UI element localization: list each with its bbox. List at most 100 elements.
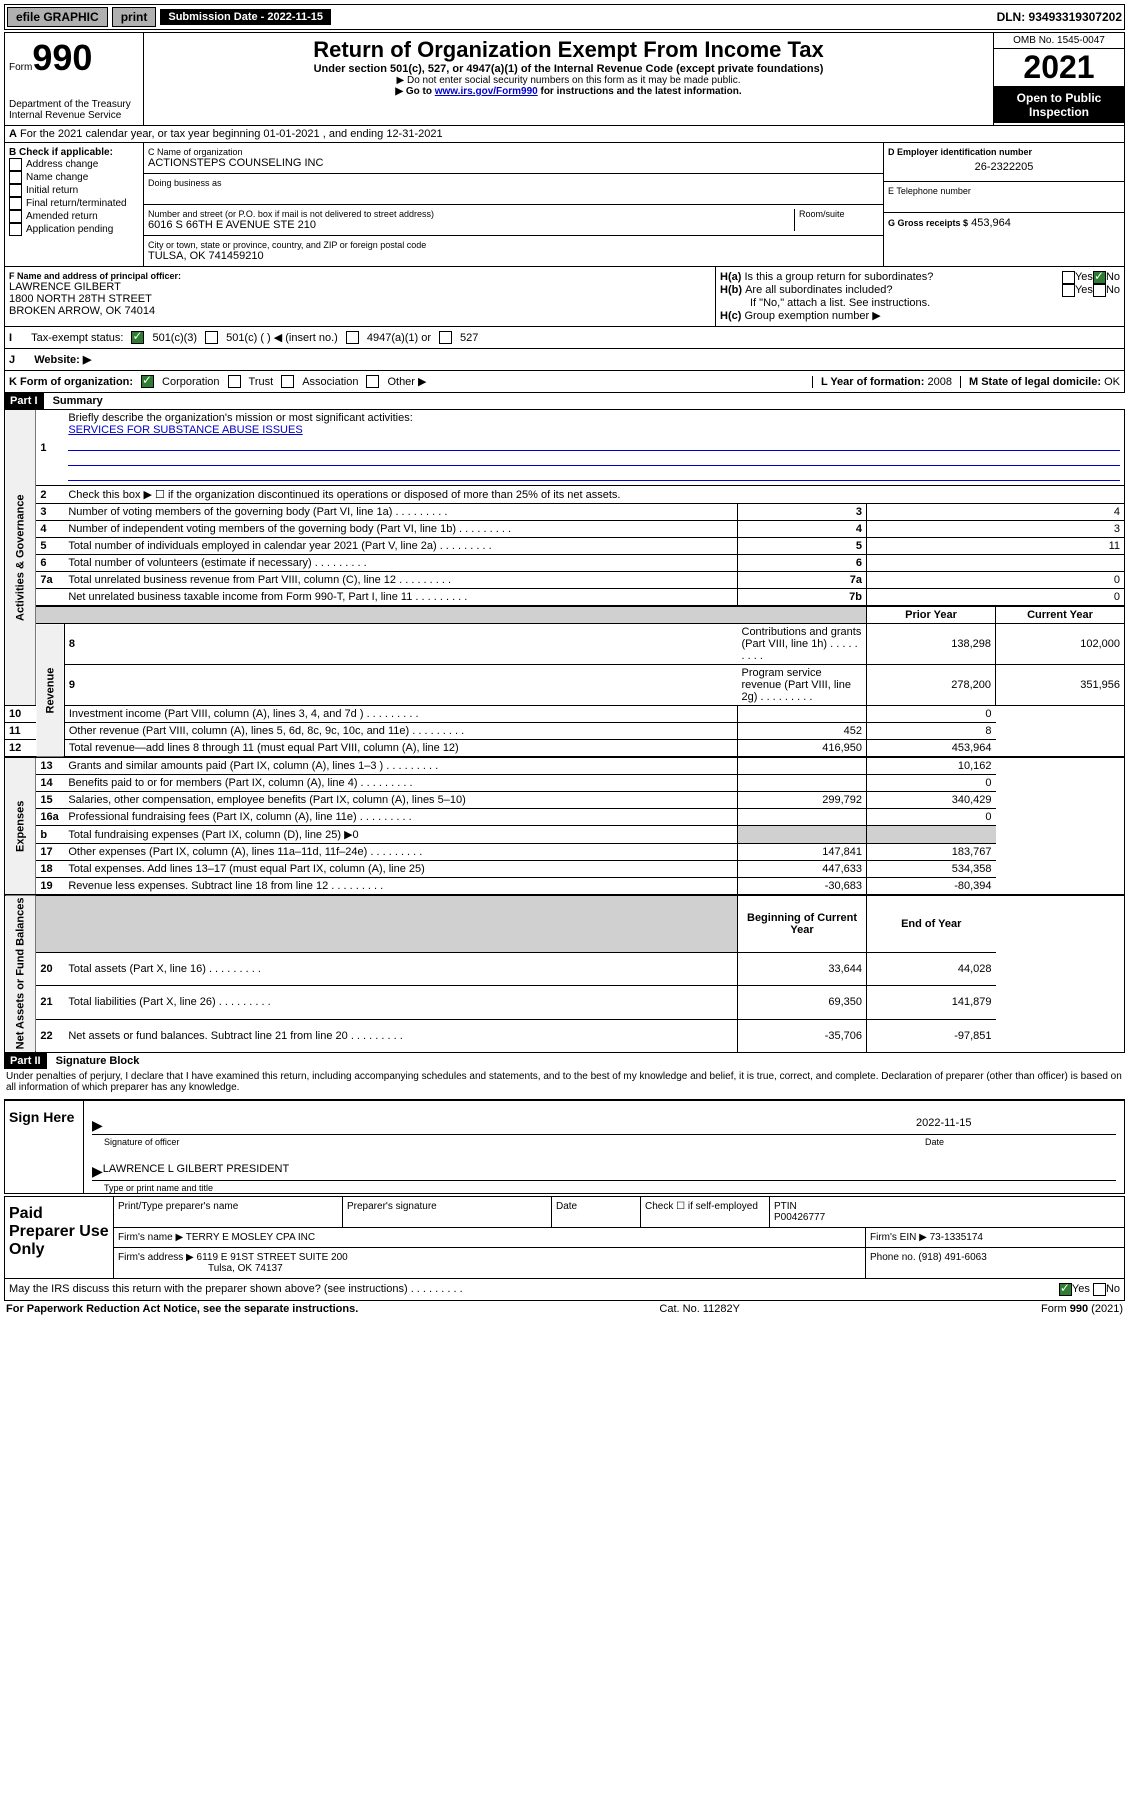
checkbox-501c3[interactable] (131, 331, 144, 344)
checkbox-discuss-no[interactable] (1093, 1283, 1106, 1296)
checkbox-name-change[interactable] (9, 171, 22, 184)
form-subtitle: Under section 501(c), 527, or 4947(a)(1)… (148, 63, 989, 75)
form-note-1: ▶ Do not enter social security numbers o… (148, 75, 989, 86)
checkbox-hb-no[interactable] (1093, 284, 1106, 297)
checkbox-527[interactable] (439, 331, 452, 344)
website-label: Website: ▶ (34, 353, 91, 366)
mission-text: SERVICES FOR SUBSTANCE ABUSE ISSUES (68, 424, 302, 436)
ein-label: D Employer identification number (888, 147, 1120, 157)
dba-label: Doing business as (148, 178, 879, 188)
street-label: Number and street (or P.O. box if mail i… (148, 209, 794, 219)
ptin-value: P00426777 (774, 1212, 825, 1223)
firm-addr1: 6119 E 91ST STREET SUITE 200 (197, 1252, 348, 1263)
part-2: Part II Signature Block (4, 1053, 1125, 1069)
city-value: TULSA, OK 741459210 (148, 250, 879, 262)
form-header: Form990 Department of the Treasury Inter… (4, 32, 1125, 126)
col-current: Current Year (996, 606, 1125, 624)
part1-title: Summary (47, 393, 109, 409)
form-number: 990 (32, 37, 92, 78)
state-domicile: OK (1104, 376, 1120, 388)
submission-date: Submission Date - 2022-11-15 (160, 9, 331, 25)
footer-cat: Cat. No. 11282Y (659, 1303, 740, 1315)
checkbox-amended[interactable] (9, 210, 22, 223)
officer-sig-name: LAWRENCE L GILBERT PRESIDENT (103, 1163, 289, 1180)
form-note-2: ▶ Go to www.irs.gov/Form990 for instruct… (148, 86, 989, 97)
q2-text: Check this box ▶ ☐ if the organization d… (64, 486, 1124, 504)
checkbox-ha-no[interactable] (1093, 271, 1106, 284)
label-expenses: Expenses (5, 757, 36, 895)
firm-name: TERRY E MOSLEY CPA INC (186, 1232, 315, 1243)
tax-year: 2021 (994, 49, 1124, 87)
efile-button[interactable]: efile GRAPHIC (7, 7, 108, 27)
firm-ein: 73-1335174 (930, 1232, 983, 1243)
street-value: 6016 S 66TH E AVENUE STE 210 (148, 219, 794, 231)
declaration-text: Under penalties of perjury, I declare th… (4, 1069, 1125, 1095)
summary-table: Activities & Governance 1 Briefly descri… (4, 409, 1125, 1053)
page-footer: For Paperwork Reduction Act Notice, see … (4, 1301, 1125, 1317)
phone-label-e: E Telephone number (888, 186, 1120, 196)
irs-link[interactable]: www.irs.gov/Form990 (435, 86, 538, 97)
officer-city: BROKEN ARROW, OK 74014 (9, 305, 711, 317)
col-end: End of Year (867, 895, 996, 953)
dln-label: DLN: 93493319307202 (997, 10, 1122, 24)
checkbox-assoc[interactable] (281, 375, 294, 388)
checkbox-corp[interactable] (141, 375, 154, 388)
checkbox-hb-yes[interactable] (1062, 284, 1075, 297)
signature-block: Sign Here ▶2022-11-15 Signature of offic… (4, 1099, 1125, 1194)
print-button[interactable]: print (112, 7, 157, 27)
part2-title: Signature Block (50, 1053, 146, 1069)
checkbox-initial-return[interactable] (9, 184, 22, 197)
officer-name: LAWRENCE GILBERT (9, 281, 711, 293)
org-name-label: C Name of organization (148, 147, 879, 157)
checkbox-discuss-yes[interactable] (1059, 1283, 1072, 1296)
part2-header: Part II (4, 1053, 47, 1069)
tax-exempt-label: Tax-exempt status: (31, 332, 123, 344)
room-label: Room/suite (799, 209, 879, 219)
form-org-label: K Form of organization: (9, 376, 133, 388)
firm-addr2: Tulsa, OK 74137 (208, 1263, 283, 1274)
label-revenue: Revenue (36, 624, 65, 758)
form-word: Form (9, 62, 32, 73)
org-name: ACTIONSTEPS COUNSELING INC (148, 157, 879, 169)
label-governance: Activities & Governance (5, 410, 36, 706)
part1-header: Part I (4, 393, 44, 409)
irs-label: Internal Revenue Service (9, 110, 139, 121)
checkbox-trust[interactable] (228, 375, 241, 388)
checkbox-ha-yes[interactable] (1062, 271, 1075, 284)
omb-number: OMB No. 1545-0047 (994, 33, 1124, 49)
checkbox-final-return[interactable] (9, 197, 22, 210)
dept-label: Department of the Treasury (9, 99, 139, 110)
paid-preparer-label: Paid Preparer Use Only (5, 1197, 114, 1278)
checkbox-501c[interactable] (205, 331, 218, 344)
officer-street: 1800 NORTH 28TH STREET (9, 293, 711, 305)
officer-label: F Name and address of principal officer: (9, 271, 711, 281)
row-a-period: A For the 2021 calendar year, or tax yea… (5, 126, 1124, 142)
col-begin: Beginning of Current Year (738, 895, 867, 953)
discuss-question: May the IRS discuss this return with the… (9, 1283, 1059, 1295)
label-net-assets: Net Assets or Fund Balances (5, 895, 36, 1052)
top-bar: efile GRAPHIC print Submission Date - 20… (4, 4, 1125, 30)
footer-right: Form 990 (2021) (1041, 1303, 1123, 1315)
checkbox-4947[interactable] (346, 331, 359, 344)
open-public-badge: Open to Public Inspection (994, 87, 1124, 123)
gross-receipts-value: 453,964 (971, 217, 1011, 229)
checkbox-pending[interactable] (9, 223, 22, 236)
ein-value: 26-2322205 (888, 157, 1120, 177)
year-formation: 2008 (928, 376, 952, 388)
col-b-checkboxes: B Check if applicable: Address change Na… (5, 143, 144, 266)
paid-preparer: Paid Preparer Use Only Print/Type prepar… (4, 1196, 1125, 1279)
city-label: City or town, state or province, country… (148, 240, 879, 250)
h-note: If "No," attach a list. See instructions… (720, 297, 1120, 309)
sign-here-label: Sign Here (5, 1101, 84, 1193)
col-prior: Prior Year (867, 606, 996, 624)
checkbox-other[interactable] (366, 375, 379, 388)
form-title: Return of Organization Exempt From Incom… (148, 37, 989, 63)
checkbox-address-change[interactable] (9, 158, 22, 171)
part-1: Part I Summary (4, 393, 1125, 409)
footer-left: For Paperwork Reduction Act Notice, see … (6, 1303, 358, 1315)
gross-receipts-label: G Gross receipts $ (888, 218, 968, 228)
section-a: A For the 2021 calendar year, or tax yea… (4, 126, 1125, 393)
firm-phone: (918) 491-6063 (918, 1252, 986, 1263)
sig-date: 2022-11-15 (916, 1117, 1116, 1134)
mission-label: Briefly describe the organization's miss… (68, 412, 412, 424)
